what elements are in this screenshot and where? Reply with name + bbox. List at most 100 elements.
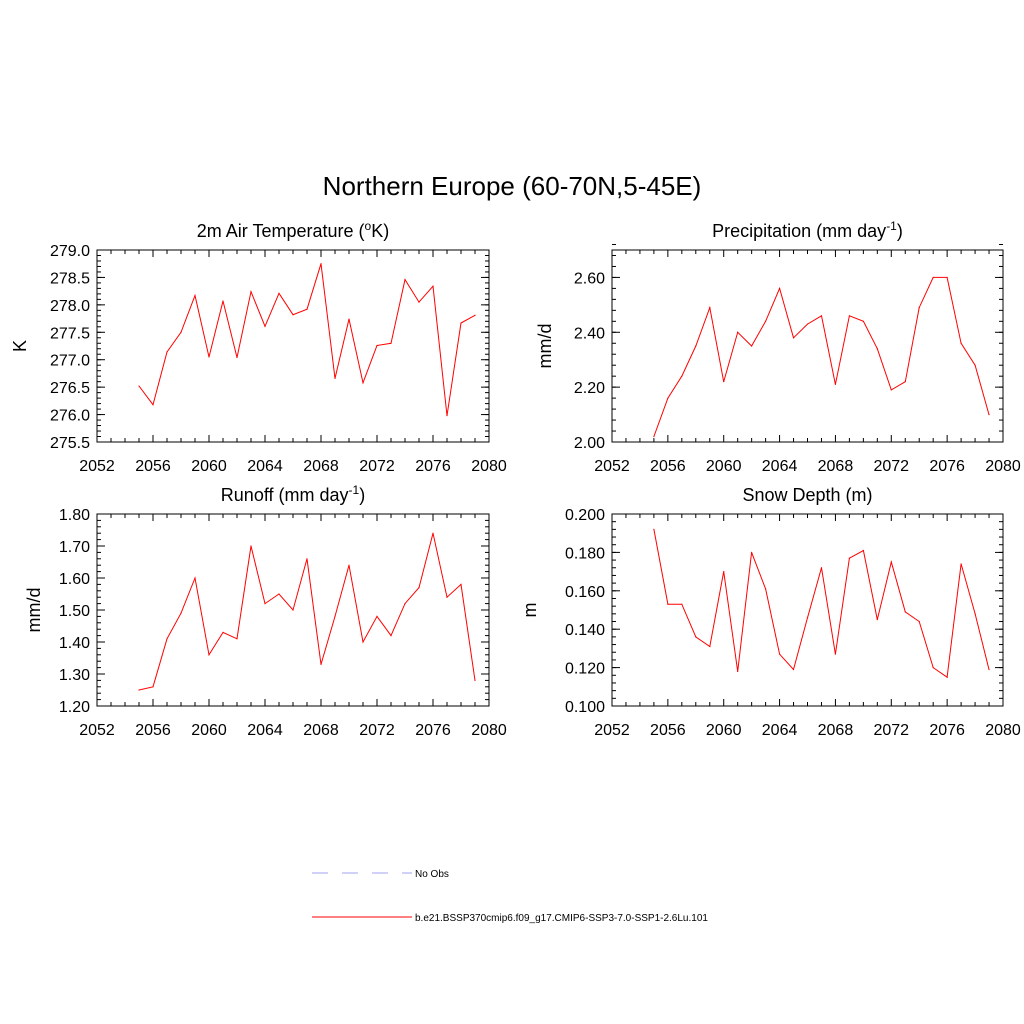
data-point (834, 653, 837, 655)
series-line (138, 533, 476, 691)
data-point (681, 375, 683, 377)
data-point (737, 331, 739, 333)
x-tick-label: 2080 (985, 458, 1021, 475)
y-tick-label: 1.70 (59, 539, 90, 556)
x-tick-label: 2080 (471, 458, 507, 475)
x-tick-label: 2072 (873, 458, 909, 475)
x-tick-label: 2060 (706, 722, 742, 739)
data-point (723, 381, 725, 383)
data-point (709, 307, 711, 309)
data-point (376, 615, 378, 618)
data-point (820, 315, 823, 317)
series-line (653, 276, 990, 437)
x-tick-label: 2076 (929, 722, 965, 739)
y-tick-label: 278.0 (50, 298, 90, 315)
data-point (222, 631, 224, 634)
data-point (974, 364, 976, 366)
data-point (362, 382, 364, 384)
x-tick-label: 2056 (650, 722, 686, 739)
y-tick-label: 1.50 (59, 603, 90, 620)
y-tick-label: 2.60 (574, 270, 605, 287)
panel-title-superscript: o (365, 219, 372, 233)
data-point (320, 263, 322, 265)
y-tick-label: 0.160 (565, 584, 605, 601)
data-point (918, 307, 920, 309)
data-point (876, 619, 878, 621)
x-tick-label: 2072 (359, 722, 395, 739)
panel-title-superscript: -1 (349, 483, 360, 497)
data-point (890, 389, 892, 391)
data-point (334, 377, 336, 379)
x-tick-label: 2080 (985, 722, 1021, 739)
x-tick-label: 2064 (247, 722, 283, 739)
panel-title: Precipitation (mm day-1) (712, 219, 903, 241)
data-point (404, 603, 406, 605)
data-point (946, 276, 948, 279)
data-point (988, 413, 990, 416)
data-point (166, 351, 168, 353)
data-point (765, 588, 767, 590)
data-point (695, 636, 697, 638)
data-point (222, 300, 224, 302)
data-point (778, 287, 781, 289)
x-tick-label: 2072 (873, 722, 909, 739)
data-point (460, 583, 462, 586)
y-tick-label: 0.120 (565, 661, 605, 678)
data-point (194, 294, 196, 297)
data-point (737, 670, 739, 673)
data-point (918, 620, 920, 623)
y-tick-label: 277.5 (50, 325, 90, 342)
data-point (306, 558, 308, 560)
y-tick-label: 0.200 (565, 507, 605, 524)
y-tick-label: 276.5 (50, 380, 90, 397)
data-point (138, 689, 140, 691)
data-point (751, 551, 753, 554)
data-point (751, 345, 753, 347)
data-point (667, 603, 669, 605)
data-point (890, 561, 892, 563)
data-point (348, 318, 350, 320)
chart-panel-3: 2052 2056 2060 2064 2068 2072 2076 2080 1.20 1.30… (24, 483, 507, 739)
data-point (792, 337, 795, 339)
data-point (152, 404, 154, 406)
x-tick-label: 2060 (706, 458, 742, 475)
data-point (292, 314, 294, 316)
y-axis-label: mm/d (535, 324, 555, 369)
data-point (250, 291, 252, 293)
x-tick-label: 2064 (247, 458, 283, 475)
data-point (390, 635, 392, 637)
data-point (862, 549, 864, 552)
y-tick-label: 276.0 (50, 408, 90, 425)
x-tick-label: 2076 (415, 722, 451, 739)
panel-title-superscript: -1 (886, 219, 897, 233)
data-point (208, 654, 210, 656)
data-point (820, 567, 823, 569)
x-tick-label: 2052 (594, 458, 630, 475)
panel-title-main: Precipitation (mm day (712, 221, 886, 241)
data-point (932, 276, 934, 279)
x-tick-label: 2064 (762, 458, 798, 475)
panel-title-main: Snow Depth (m) (742, 485, 872, 505)
y-tick-label: 0.100 (565, 699, 605, 716)
x-tick-label: 2056 (135, 722, 171, 739)
data-point (418, 301, 420, 303)
data-point (946, 676, 948, 678)
x-tick-label: 2056 (650, 458, 686, 475)
series-line (138, 263, 476, 416)
y-axis-label: K (10, 340, 30, 352)
data-point (723, 571, 725, 573)
data-point (194, 577, 196, 579)
data-point (278, 593, 280, 595)
y-tick-label: 279.0 (50, 243, 90, 260)
legend: No Obs b.e21.BSSP370cmip6.f09_g17.CMIP6-S… (312, 869, 708, 924)
y-tick-label: 2.40 (574, 325, 605, 342)
data-point (765, 320, 767, 322)
data-point (432, 532, 434, 534)
data-point (834, 383, 837, 385)
data-point (166, 638, 168, 640)
data-point (180, 331, 182, 333)
data-point (974, 613, 976, 615)
x-tick-label: 2068 (303, 722, 339, 739)
panel-title-rest: ) (897, 221, 903, 241)
